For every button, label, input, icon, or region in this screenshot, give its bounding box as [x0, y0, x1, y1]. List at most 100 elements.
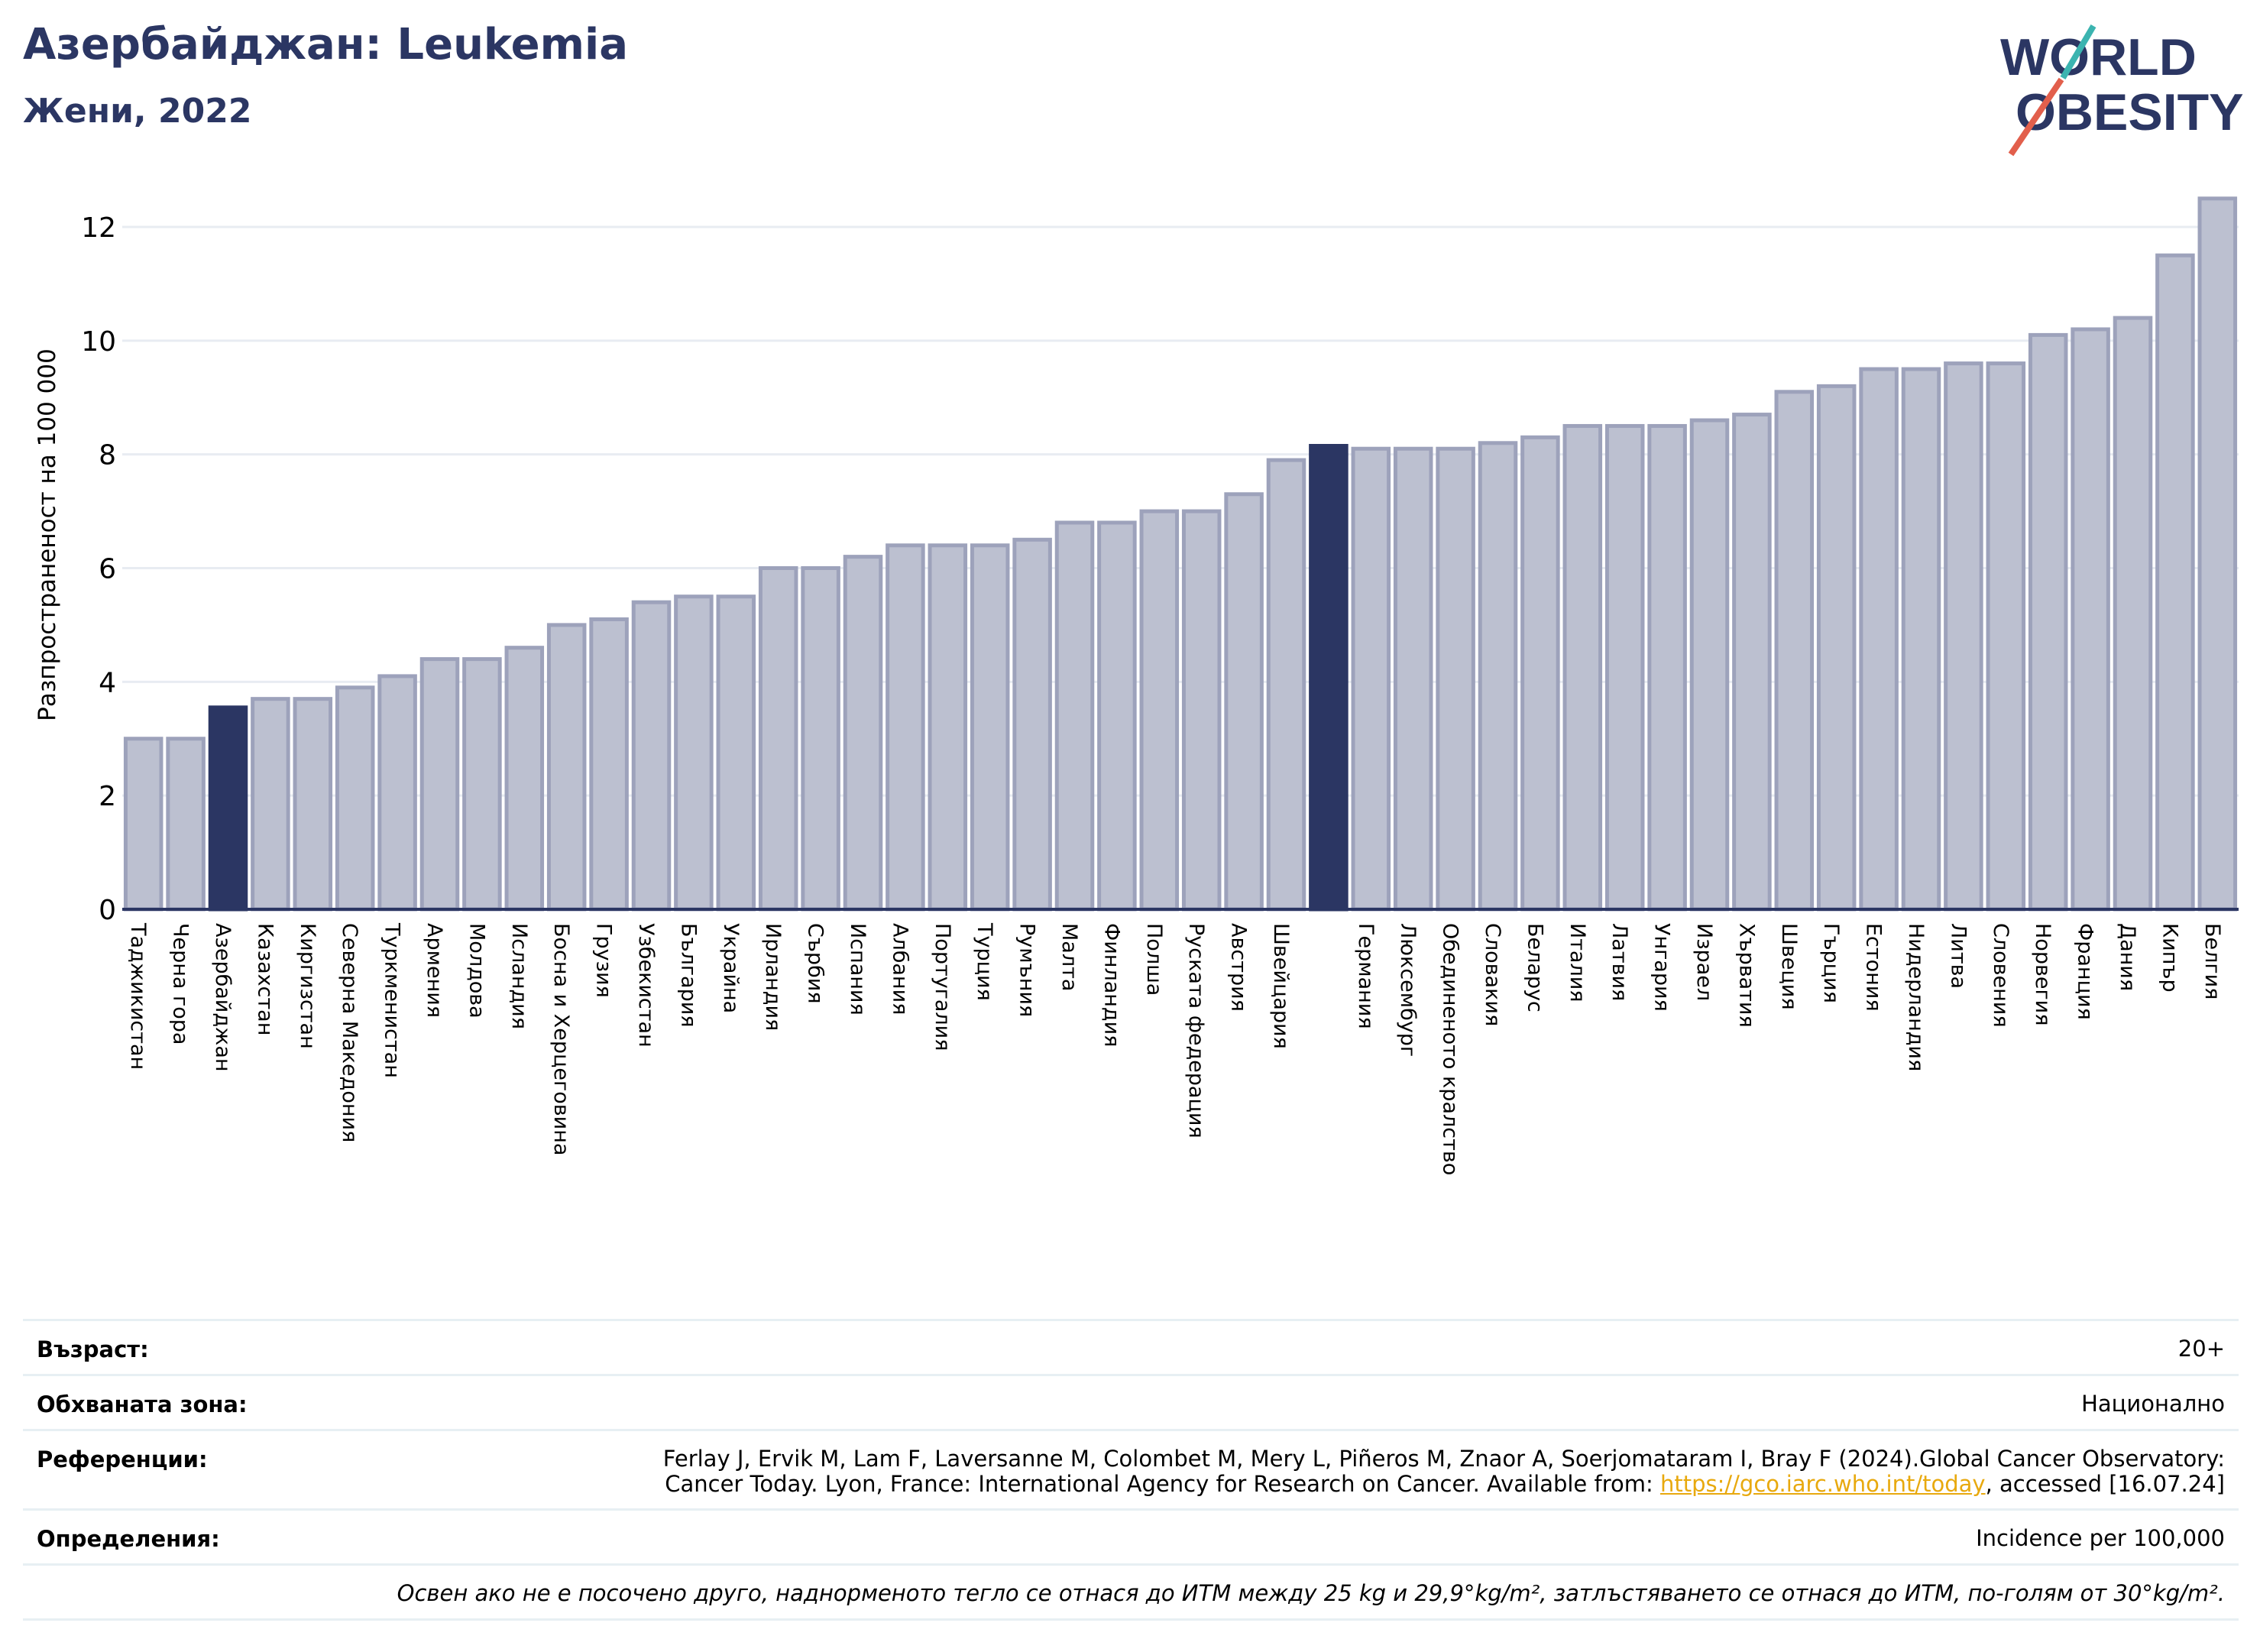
x-tick-label: Словения: [1989, 923, 2012, 1028]
references-line1: Ferlay J, Ervik M, Lam F, Laversanne M, …: [662, 1446, 2225, 1472]
logo-slash-bottom: [2008, 77, 2064, 157]
bar: [674, 594, 714, 912]
bar: [1859, 367, 1899, 912]
x-tick-label: Армения: [423, 923, 446, 1018]
logo-slash-top: [2060, 24, 2096, 80]
x-tick-label: Норвегия: [2031, 923, 2054, 1025]
info-bottom-rule: [23, 1618, 2239, 1621]
bar: [1944, 361, 1983, 912]
chart-title: Азербайджан: Leukemia: [23, 20, 628, 70]
bar: [1054, 520, 1095, 912]
x-tick-label: Узбекистан: [634, 923, 658, 1048]
bar: [758, 566, 798, 912]
bar: [801, 566, 840, 912]
definitions-label: Определения:: [37, 1526, 220, 1552]
info-row-definitions: Определения: Incidence per 100,000: [23, 1508, 2239, 1563]
logo-word-world: WORLD: [2000, 28, 2197, 86]
x-tick-label: Франция: [2074, 923, 2097, 1020]
y-tick-label: 2: [99, 781, 116, 812]
footnote: Освен ако не е посочено друго, наднормен…: [397, 1580, 2225, 1606]
references-link[interactable]: https://gco.iarc.who.int/today: [1659, 1471, 1986, 1497]
x-tick-label: Грузия: [592, 923, 616, 998]
x-tick-label: Туркменистан: [380, 922, 404, 1078]
bar: [1816, 384, 1857, 912]
x-tick-label: Испания: [846, 923, 869, 1015]
x-tick-label: Руската федерация: [1184, 923, 1208, 1139]
bar: [631, 600, 672, 912]
info-row-coverage: Обхваната зона: Национално: [23, 1374, 2239, 1429]
info-row-note: Освен ако не е посочено друго, наднормен…: [23, 1563, 2239, 1618]
bar: [1393, 446, 1433, 912]
x-tick-label: Литва: [1946, 923, 1970, 989]
y-tick-label: 10: [81, 326, 116, 358]
bar-chart: 0 2 4 6 8 10 12 Таджикистан Черна гора Азербайдж…: [34, 196, 2239, 1175]
x-tick-label: Белгия: [2200, 923, 2224, 999]
x-tick-label: Кипър: [2158, 923, 2181, 993]
x-tick-label: Италия: [1565, 923, 1589, 1003]
bar: [1604, 423, 1645, 912]
x-tick-label: Северна Македония: [338, 923, 361, 1142]
bar: [1520, 435, 1560, 912]
y-tick-label: 4: [99, 667, 116, 698]
x-tick-label: Сърбия: [804, 923, 827, 1004]
x-tick-label: Гърция: [1819, 923, 1843, 1003]
x-tick-label: Латвия: [1608, 923, 1631, 1001]
bar: [1266, 458, 1306, 912]
world-obesity-logo: WORLD OBESITY: [2000, 24, 2244, 157]
x-tick-label: Хърватия: [1734, 923, 1758, 1028]
bar: [546, 623, 587, 912]
x-tick-label: Люксембург: [1396, 923, 1420, 1057]
bar: [1774, 390, 1815, 912]
x-tick-label: Обединеното кралство: [1439, 923, 1462, 1175]
x-tick-label: Албания: [888, 923, 911, 1015]
bar: [419, 657, 460, 912]
bar: [886, 543, 925, 912]
bar: [1181, 509, 1222, 912]
x-tick-label: Германия: [1354, 923, 1378, 1029]
bar: [2028, 332, 2068, 912]
x-tick-label: Швеция: [1777, 923, 1801, 1010]
x-tick-label: Полша: [1142, 923, 1166, 996]
bar: [377, 674, 417, 912]
references-value: Ferlay J, Ervik M, Lam F, Laversanne M, …: [663, 1446, 2225, 1497]
x-tick-label: Турция: [973, 922, 996, 1001]
bar: [166, 737, 206, 912]
references-line2-pre: Cancer Today. Lyon, France: Internationa…: [665, 1471, 1660, 1497]
coverage-value: Национално: [2081, 1391, 2225, 1417]
bar: [843, 555, 883, 912]
bar: [2113, 316, 2153, 912]
x-tick-label: Швейцария: [1269, 923, 1293, 1049]
bar: [1689, 418, 1730, 912]
bar: [208, 705, 248, 912]
bar: [1351, 446, 1391, 912]
bar: [1647, 423, 1687, 912]
info-table: Възраст: 20+ Обхваната зона: Национално …: [23, 1319, 2239, 1621]
bar: [1139, 509, 1180, 912]
bar: [2155, 253, 2195, 912]
x-tick-label: Ирландия: [761, 923, 785, 1031]
bar: [251, 697, 290, 912]
bar: [1732, 413, 1772, 912]
y-tick-label: 12: [81, 212, 116, 244]
bar: [462, 657, 502, 912]
references-label: Референции:: [37, 1446, 208, 1472]
info-row-references: Референции: Ferlay J, Ervik M, Lam F, La…: [23, 1429, 2239, 1508]
bar: [1436, 446, 1475, 912]
coverage-label: Обхваната зона:: [37, 1391, 248, 1417]
y-tick-label: 0: [99, 895, 116, 926]
x-axis-labels: Таджикистан Черна гора Азербайджан Казахста…: [126, 922, 2224, 1175]
bar: [2071, 327, 2110, 912]
x-tick-label: Беларус: [1523, 923, 1546, 1012]
bar: [123, 737, 164, 912]
references-line2-post: , accessed [16.07.24]: [1985, 1471, 2225, 1497]
x-tick-label: България: [676, 923, 700, 1028]
bar: [1012, 537, 1052, 912]
x-tick-label: Австрия: [1227, 923, 1251, 1012]
definitions-value: Incidence per 100,000: [1976, 1525, 2225, 1551]
x-tick-label: Малта: [1057, 923, 1081, 991]
bar: [1097, 520, 1137, 912]
bar: [1224, 492, 1264, 912]
age-value: 20+: [2177, 1336, 2225, 1362]
bar: [1309, 444, 1349, 912]
bar: [1562, 423, 1603, 912]
